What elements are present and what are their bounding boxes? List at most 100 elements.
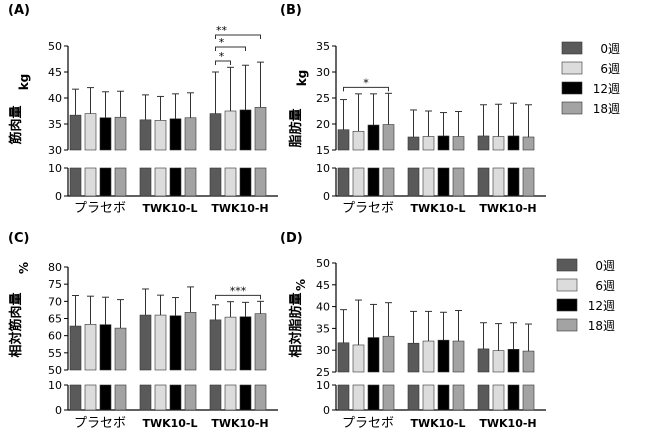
bar (422, 136, 435, 151)
bar-lower (352, 384, 365, 411)
legend-swatch (561, 41, 583, 55)
x-tick-label: TWK10-H (211, 202, 268, 215)
bar (114, 327, 127, 371)
y-axis-label: 筋肉量 (8, 105, 24, 145)
bar-lower (407, 384, 420, 411)
bar-lower (522, 384, 535, 411)
bar-lower (337, 167, 350, 197)
bar (184, 117, 197, 151)
bar-lower (169, 384, 182, 411)
bar (84, 324, 97, 371)
legend-label: 12週 (588, 299, 615, 313)
y-tick-label: 0 (323, 404, 330, 417)
bar-lower (452, 167, 465, 197)
bar-lower (99, 384, 112, 411)
x-tick-label: TWK10-H (479, 202, 536, 215)
y-axis-unit: % (294, 279, 308, 291)
significance-bracket (215, 294, 261, 300)
bar-lower (352, 167, 365, 197)
bar-lower (382, 384, 395, 411)
bar-lower (114, 384, 127, 411)
chart-panel-1: (B) 脂肪量 kg 15 20 25 30 35 0 10 プラセボ TWK10-L TWK10-H * (280, 3, 546, 216)
x-tick-label: TWK10-H (211, 417, 268, 430)
legend-label: 6週 (600, 62, 620, 76)
bar (382, 335, 395, 373)
bar-lower (437, 384, 450, 411)
significance-label: *** (230, 284, 247, 297)
y-tick-label: 45 (316, 279, 330, 292)
y-tick-label: 10 (48, 379, 62, 392)
y-tick-label: 35 (48, 118, 62, 131)
y-tick-label: 75 (48, 278, 62, 291)
bar-lower (84, 167, 97, 197)
bar-lower (367, 384, 380, 411)
bar-lower (239, 384, 252, 411)
bar-lower (492, 384, 505, 411)
y-tick-label: 30 (316, 66, 330, 79)
legend: 0週 6週 12週 18週 (556, 258, 615, 333)
bar-lower (437, 167, 450, 197)
bar (407, 342, 420, 373)
y-tick-label: 15 (316, 144, 330, 157)
bar-lower (477, 384, 490, 411)
bar-lower (224, 167, 237, 197)
y-tick-label: 25 (316, 366, 330, 379)
bar-lower (477, 167, 490, 197)
bar-lower (69, 167, 82, 197)
bar (239, 109, 252, 151)
y-axis-unit: kg (295, 70, 309, 87)
bar (352, 130, 365, 151)
bar-lower (507, 384, 520, 411)
bar-lower (154, 384, 167, 411)
bar (184, 312, 197, 371)
bar-lower (84, 384, 97, 411)
y-axis-unit: % (17, 262, 31, 274)
y-tick-label: 50 (48, 40, 62, 53)
x-tick-label: プラセボ (342, 416, 394, 431)
x-tick-label: プラセボ (74, 201, 126, 216)
bar-lower (422, 167, 435, 197)
bar (139, 119, 152, 151)
panel-letter: (C) (8, 231, 29, 246)
y-axis-unit: kg (17, 74, 31, 91)
bar (69, 114, 82, 151)
bar (154, 314, 167, 371)
y-tick-label: 25 (316, 92, 330, 105)
bar (367, 124, 380, 151)
significance-label: * (363, 76, 369, 89)
significance-bracket (215, 46, 246, 51)
bar (209, 113, 222, 151)
y-tick-label: 35 (316, 322, 330, 335)
panel-letter: (D) (280, 231, 303, 246)
bar (99, 117, 112, 151)
bar (139, 314, 152, 371)
panel-letter: (A) (8, 3, 30, 18)
bar (507, 135, 520, 151)
significance-bracket (343, 86, 389, 92)
y-tick-label: 35 (316, 40, 330, 53)
bar-lower (337, 384, 350, 411)
significance-label: * (219, 36, 225, 49)
bar (452, 340, 465, 373)
x-tick-label: TWK10-L (142, 202, 197, 215)
y-axis-label: 相対筋肉量 (8, 292, 24, 357)
bar-lower (507, 167, 520, 197)
y-tick-label: 65 (48, 313, 62, 326)
bar-lower (209, 167, 222, 197)
bar-lower (184, 384, 197, 411)
y-tick-label: 80 (48, 261, 62, 274)
x-tick-label: プラセボ (74, 416, 126, 431)
legend-swatch (556, 278, 578, 292)
y-tick-label: 60 (48, 330, 62, 343)
bar (154, 120, 167, 151)
y-axis-label: 相対脂肪量 (288, 292, 304, 357)
bar (84, 113, 97, 151)
chart-panel-2: (C) 相対筋肉量% 50 55 60 65 70 75 80 0 10 プラセボ TWK10-L TWK… (8, 231, 278, 431)
bar (254, 313, 267, 371)
bar-lower (382, 167, 395, 197)
y-tick-label: 10 (316, 162, 330, 175)
bar (522, 350, 535, 373)
significance-label: ** (216, 24, 228, 37)
y-tick-label: 40 (48, 92, 62, 105)
